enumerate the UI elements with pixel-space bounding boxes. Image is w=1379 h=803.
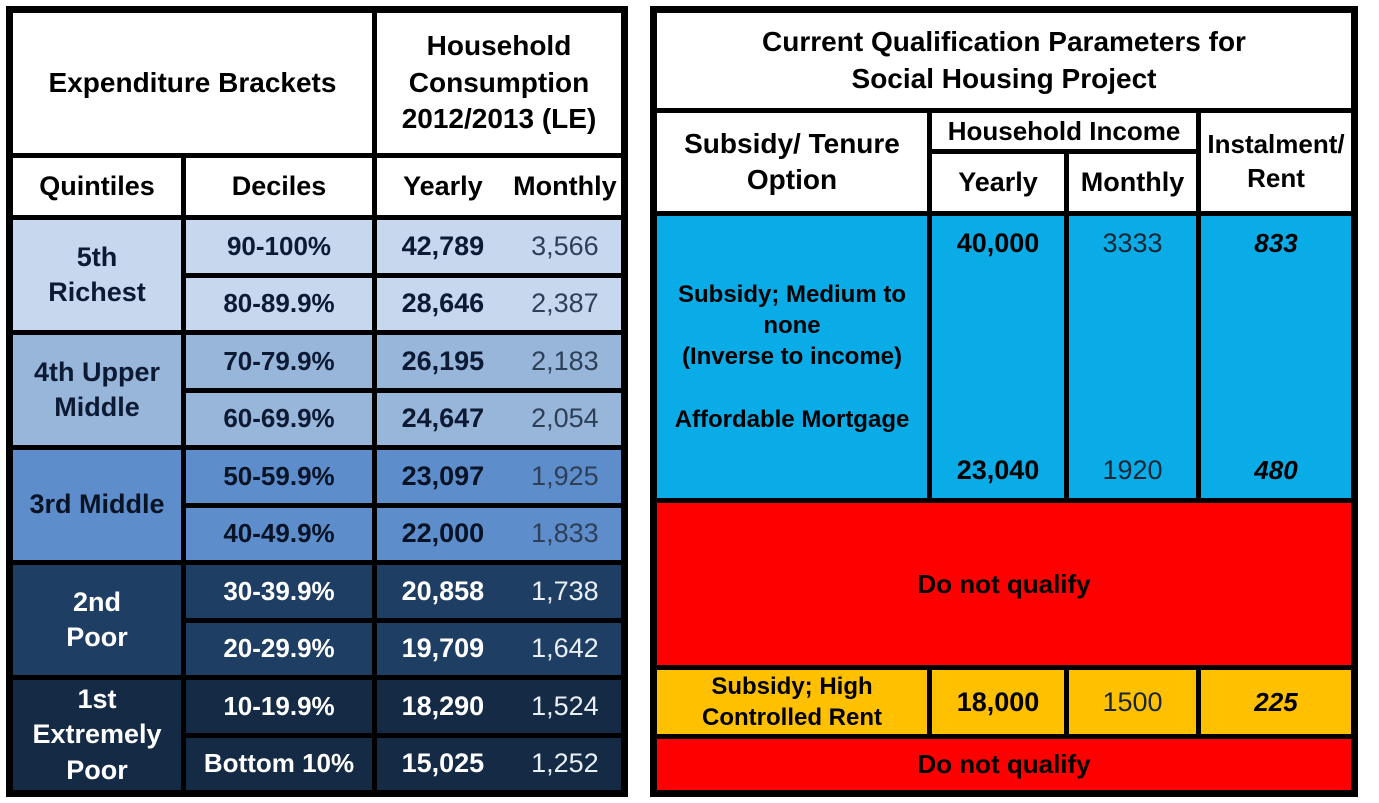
monthly-value: 1,738 <box>531 575 599 606</box>
monthly-value: 1,524 <box>531 690 599 721</box>
monthly-value: 1,252 <box>531 748 599 779</box>
instalment-range-cell: 833 480 <box>1201 216 1351 498</box>
monthly-value: 3,566 <box>531 230 599 261</box>
quintile-cell-1st-extremely-poor: 1st Extremely Poor <box>13 680 181 790</box>
yearly-value: 22,000 <box>401 518 485 549</box>
do-not-qualify-band-lower: Do not qualify <box>657 739 1351 790</box>
yearly-monthly-column-header: Yearly Monthly <box>377 158 621 215</box>
household-income-header: Household Income <box>932 113 1196 149</box>
decile-cell: 20-29.9% <box>186 622 372 675</box>
quintiles-column-header: Quintiles <box>13 158 181 215</box>
yearly-value: 19,709 <box>401 633 485 664</box>
yearly-value: 42,789 <box>401 230 485 261</box>
monthly-value: 2,054 <box>531 403 599 434</box>
quintile-cell-2nd-poor: 2nd Poor <box>13 565 181 675</box>
instalment-rent-header: Instalment/ Rent <box>1201 113 1351 211</box>
decile-cell: 10-19.9% <box>186 680 372 733</box>
yearly-value: 23,097 <box>401 460 485 491</box>
decile-cell: 80-89.9% <box>186 277 372 330</box>
yearly-income-max: 40,000 <box>956 228 1040 258</box>
yearly-value: 20,858 <box>401 575 485 606</box>
controlled-rent-instalment-cell: 225 <box>1201 670 1351 734</box>
qualification-table: Current Qualification Parameters for Soc… <box>650 6 1358 797</box>
decile-cell: 30-39.9% <box>186 565 372 618</box>
monthly-income-range-cell: 3333 1920 <box>1069 216 1196 498</box>
instalment-max: 833 <box>1254 228 1298 258</box>
income-monthly-header: Monthly <box>1069 154 1196 211</box>
monthly-value: 2,387 <box>531 288 599 319</box>
household-income-header-group: Household Income Yearly Monthly <box>932 113 1196 211</box>
consumption-values-cell: 15,025 1,252 <box>377 737 621 790</box>
monthly-value: 1,642 <box>531 633 599 664</box>
yearly-value: 24,647 <box>401 403 485 434</box>
do-not-qualify-band-upper: Do not qualify <box>657 503 1351 665</box>
consumption-values-cell: 26,195 2,183 <box>377 335 621 388</box>
subsidy-high-option-cell: Subsidy; High Controlled Rent <box>657 670 927 734</box>
monthly-value: 2,183 <box>531 345 599 376</box>
quintile-cell-3rd-middle: 3rd Middle <box>13 450 181 560</box>
quintile-cell-5th-richest: 5th Richest <box>13 220 181 330</box>
household-consumption-header: Household Consumption 2012/2013 (LE) <box>377 13 621 153</box>
monthly-income-min: 1920 <box>1102 455 1163 485</box>
yearly-value: 26,195 <box>401 345 485 376</box>
consumption-values-cell: 28,646 2,387 <box>377 277 621 330</box>
yearly-income-min: 23,040 <box>956 455 1040 485</box>
decile-cell: 60-69.9% <box>186 392 372 445</box>
yearly-column-header: Yearly <box>403 171 483 201</box>
yearly-value: 18,290 <box>401 690 485 721</box>
subsidy-medium-option-cell: Subsidy; Medium to none (Inverse to inco… <box>657 216 927 498</box>
quintile-cell-4th-upper-middle: 4th Upper Middle <box>13 335 181 445</box>
consumption-values-cell: 20,858 1,738 <box>377 565 621 618</box>
consumption-values-cell: 24,647 2,054 <box>377 392 621 445</box>
subsidy-tenure-option-header: Subsidy/ Tenure Option <box>657 113 927 211</box>
monthly-value: 1,925 <box>531 460 599 491</box>
consumption-values-cell: 19,709 1,642 <box>377 622 621 675</box>
monthly-income-max: 3333 <box>1102 228 1163 258</box>
yearly-value: 15,025 <box>401 748 485 779</box>
expenditure-brackets-header: Expenditure Brackets <box>13 13 372 153</box>
consumption-values-cell: 42,789 3,566 <box>377 220 621 273</box>
income-yearly-header: Yearly <box>932 154 1064 211</box>
decile-cell: 90-100% <box>186 220 372 273</box>
consumption-values-cell: 23,097 1,925 <box>377 450 621 503</box>
decile-cell: 50-59.9% <box>186 450 372 503</box>
monthly-column-header: Monthly <box>513 171 617 201</box>
instalment-min: 480 <box>1254 455 1298 485</box>
controlled-rent-monthly-cell: 1500 <box>1069 670 1196 734</box>
consumption-values-cell: 22,000 1,833 <box>377 507 621 560</box>
decile-cell: Bottom 10% <box>186 737 372 790</box>
consumption-values-cell: 18,290 1,524 <box>377 680 621 733</box>
monthly-value: 1,833 <box>531 518 599 549</box>
deciles-column-header: Deciles <box>186 158 372 215</box>
yearly-value: 28,646 <box>401 288 485 319</box>
qualification-title: Current Qualification Parameters for Soc… <box>657 13 1351 108</box>
decile-cell: 40-49.9% <box>186 507 372 560</box>
controlled-rent-yearly-cell: 18,000 <box>932 670 1064 734</box>
yearly-income-range-cell: 40,000 23,040 <box>932 216 1064 498</box>
decile-cell: 70-79.9% <box>186 335 372 388</box>
expenditure-table: Expenditure Brackets Household Consumpti… <box>6 6 628 797</box>
